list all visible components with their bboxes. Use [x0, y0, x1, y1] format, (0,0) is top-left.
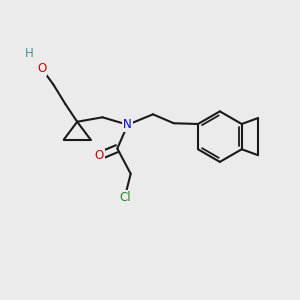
- Text: H: H: [25, 47, 34, 60]
- Text: N: N: [123, 118, 132, 131]
- Text: O: O: [95, 149, 104, 162]
- Text: Cl: Cl: [119, 191, 130, 204]
- Text: O: O: [37, 62, 46, 75]
